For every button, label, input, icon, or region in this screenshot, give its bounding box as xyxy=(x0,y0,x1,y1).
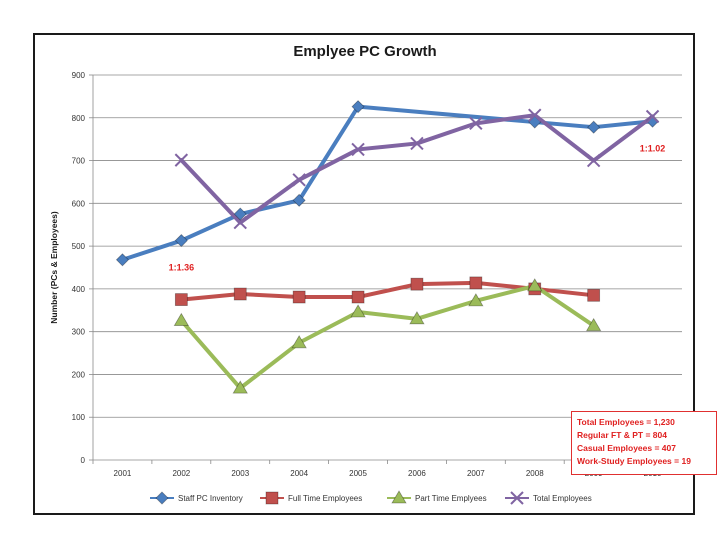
x-marker-stroke xyxy=(469,116,483,131)
summary-line-total: Total Employees = 1,230 xyxy=(577,417,675,427)
series-line-staff-pc-inventory xyxy=(120,104,655,262)
legend-label-staff-pc-inventory: Staff PC Inventory xyxy=(178,494,243,503)
legend-marker-full-time-employees xyxy=(265,491,279,505)
data-point-total-employees xyxy=(292,173,306,187)
x-marker-stroke xyxy=(410,136,424,151)
data-point-part-time-emplyees xyxy=(232,380,248,394)
x-marker-stroke xyxy=(586,153,601,168)
y-tick-label: 100 xyxy=(72,413,86,422)
chart-frame: Emplyee PC Growth 0 100 200 300 400 500 600 700… xyxy=(33,33,717,515)
x-tick-label: 2005 xyxy=(349,469,367,478)
chart: Emplyee PC Growth 0 100 200 300 400 500 600 700… xyxy=(49,43,683,505)
data-point-staff-pc-inventory xyxy=(292,193,306,207)
x-tick-label: 2006 xyxy=(408,469,426,478)
x-tick-label: 2004 xyxy=(290,469,308,478)
y-tick-label: 0 xyxy=(81,456,86,465)
legend-label-part-time-emplyees: Part Time Emplyees xyxy=(415,494,487,503)
data-point-total-employees xyxy=(469,116,483,131)
ratio-annotation: 1:1.02 xyxy=(640,144,666,154)
x-marker-stroke xyxy=(351,142,365,157)
data-point-staff-pc-inventory xyxy=(115,253,130,267)
data-point-total-employees xyxy=(528,108,542,122)
data-point-total-employees xyxy=(351,142,365,157)
data-point-total-employees xyxy=(410,136,424,151)
data-point-total-employees xyxy=(645,109,660,124)
y-tick-label: 800 xyxy=(72,114,86,123)
x-marker-stroke xyxy=(233,215,247,230)
x-tick-label: 2007 xyxy=(467,469,485,478)
data-point-staff-pc-inventory xyxy=(233,207,247,221)
x-marker-stroke xyxy=(528,108,542,122)
legend-label-total-employees: Total Employees xyxy=(533,494,592,503)
data-point-part-time-emplyees xyxy=(527,278,543,292)
data-point-full-time-employees xyxy=(292,290,306,304)
legend-marker-staff-pc-inventory xyxy=(155,491,169,505)
y-tick-label: 500 xyxy=(72,242,86,251)
y-tick-label: 400 xyxy=(72,285,86,294)
y-axis-title: Number (PCs & Employees) xyxy=(49,211,59,324)
data-point-full-time-employees xyxy=(587,288,601,302)
x-tick-label: 2008 xyxy=(526,469,544,478)
data-point-part-time-emplyees xyxy=(291,334,307,349)
ratio-annotation: 1:1.36 xyxy=(169,263,195,273)
data-point-full-time-employees xyxy=(174,293,188,306)
data-point-part-time-emplyees xyxy=(350,304,366,318)
x-marker-stroke xyxy=(510,491,524,505)
x-marker-stroke xyxy=(174,153,189,167)
data-point-total-employees xyxy=(233,215,247,230)
legend-label-full-time-employees: Full Time Employees xyxy=(288,494,362,503)
series-line-total-employees xyxy=(179,113,655,225)
y-tick-label: 200 xyxy=(72,370,86,379)
x-tick-label: 2003 xyxy=(231,469,249,478)
x-tick-label: 2001 xyxy=(114,469,132,478)
summary-line-regular: Regular FT & PT = 804 xyxy=(577,430,667,440)
y-tick-label: 600 xyxy=(72,199,86,208)
data-point-full-time-employees xyxy=(233,287,247,301)
employee-summary-box: Total Employees = 1,230 Regular FT & PT … xyxy=(571,411,717,475)
legend-marker-total-employees xyxy=(510,491,524,505)
data-point-part-time-emplyees xyxy=(173,312,190,326)
data-point-staff-pc-inventory xyxy=(351,100,365,114)
x-marker-stroke xyxy=(645,109,660,124)
x-marker-stroke xyxy=(292,173,306,187)
y-tick-label: 900 xyxy=(72,71,86,80)
series-line-part-time-emplyees xyxy=(179,283,596,391)
data-point-part-time-emplyees xyxy=(585,317,602,332)
data-point-part-time-emplyees xyxy=(409,311,425,325)
data-point-part-time-emplyees xyxy=(468,293,484,307)
data-point-full-time-employees xyxy=(469,276,483,290)
data-point-full-time-employees xyxy=(351,290,365,304)
data-point-staff-pc-inventory xyxy=(174,233,188,248)
summary-line-workstudy: Work-Study Employees = 19 xyxy=(577,456,691,466)
data-point-total-employees xyxy=(174,153,189,167)
x-tick-label: 2002 xyxy=(172,469,190,478)
y-tick-label: 700 xyxy=(72,157,86,166)
data-point-total-employees xyxy=(586,153,601,168)
summary-line-casual: Casual Employees = 407 xyxy=(577,443,676,453)
chart-title: Emplyee PC Growth xyxy=(293,43,436,60)
legend-marker-part-time-emplyees xyxy=(391,490,407,504)
data-point-staff-pc-inventory xyxy=(587,120,601,134)
y-tick-label: 300 xyxy=(72,328,86,337)
data-point-full-time-employees xyxy=(410,277,424,291)
